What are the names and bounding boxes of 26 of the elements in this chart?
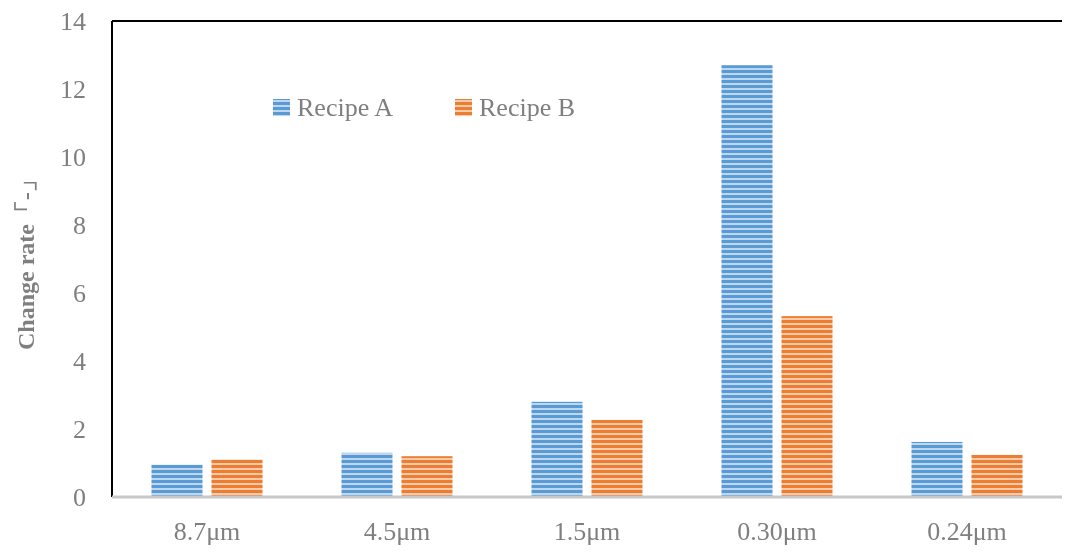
x-tick-label: 0.30μm [737, 516, 817, 546]
bar [911, 441, 963, 497]
bar [781, 316, 833, 497]
y-axis-title: Change rate「-」 [13, 168, 39, 350]
bar [151, 464, 203, 497]
bar [971, 454, 1023, 497]
y-tick-label: 12 [60, 74, 86, 104]
y-tick-label: 14 [60, 6, 86, 36]
legend-label: Recipe A [297, 92, 394, 122]
bar [341, 452, 393, 497]
y-tick-label: 6 [73, 278, 86, 308]
bar [211, 459, 263, 497]
x-tick-label: 1.5μm [553, 516, 621, 546]
x-tick-label: 0.24μm [927, 516, 1007, 546]
y-tick-label: 10 [60, 142, 86, 172]
legend-label: Recipe B [479, 92, 576, 122]
bar [721, 65, 773, 497]
y-tick-label: 8 [73, 210, 86, 240]
y-tick-label: 2 [73, 414, 86, 444]
y-tick-label: 4 [73, 346, 86, 376]
x-tick-label: 8.7μm [173, 516, 241, 546]
y-tick-label: 0 [73, 482, 86, 512]
bar [401, 456, 453, 497]
bar [531, 401, 583, 497]
bar [591, 419, 643, 497]
x-tick-label: 4.5μm [363, 516, 431, 546]
